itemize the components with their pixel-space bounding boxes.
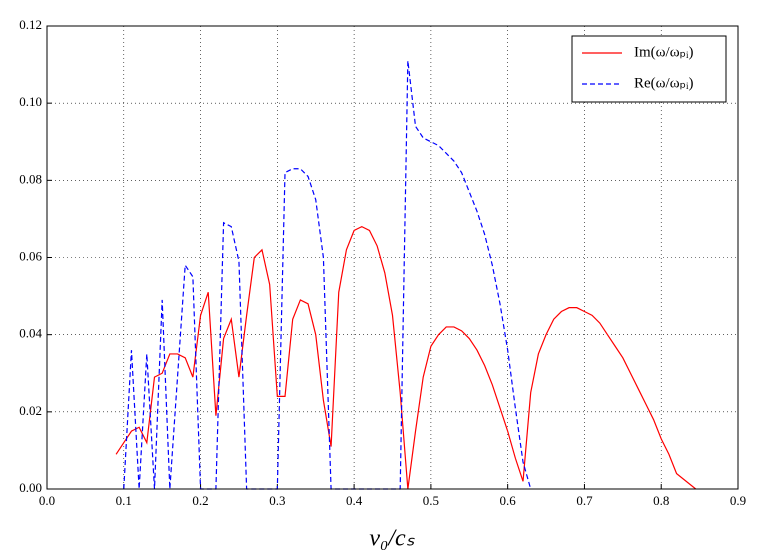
x-tick-label: 0.4 [346, 493, 363, 508]
y-tick-label: 0.04 [19, 326, 42, 341]
x-tick-label: 0.9 [730, 493, 746, 508]
x-tick-label: 0.5 [423, 493, 439, 508]
legend-box [571, 35, 727, 103]
y-tick-label: 0.08 [19, 171, 42, 186]
x-tick-label: 0.6 [500, 493, 517, 508]
x-axis-label: v₀/cₛ [369, 526, 415, 552]
series-line [115, 225, 697, 490]
series-line [123, 60, 532, 490]
y-tick-label: 0.00 [19, 480, 42, 495]
plot-frame [46, 25, 739, 490]
legend-label: Re(ω/ωₚᵢ) [634, 75, 693, 91]
y-tick-label: 0.10 [19, 94, 42, 109]
y-tick-label: 0.02 [19, 403, 42, 418]
x-tick-label: 0.3 [269, 493, 285, 508]
x-tick-label: 0.1 [116, 493, 132, 508]
x-tick-label: 0.7 [576, 493, 593, 508]
x-tick-label: 0.8 [653, 493, 669, 508]
x-tick-label: 0.2 [192, 493, 208, 508]
legend-label: Im(ω/ωₚᵢ) [634, 44, 693, 60]
legend: Im(ω/ωₚᵢ) Re(ω/ωₚᵢ) [571, 35, 727, 103]
y-tick-label: 0.12 [19, 17, 42, 32]
x-tick-label: 0.0 [39, 493, 55, 508]
y-tick-label: 0.06 [19, 248, 42, 263]
